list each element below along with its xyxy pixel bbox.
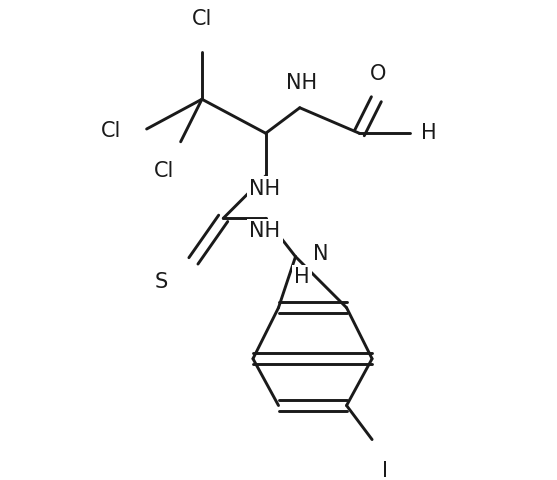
- Text: NH: NH: [250, 179, 281, 199]
- Text: Cl: Cl: [101, 121, 121, 141]
- Text: S: S: [155, 272, 168, 292]
- Text: H: H: [294, 267, 310, 287]
- Text: I: I: [382, 461, 388, 480]
- Text: H: H: [421, 123, 437, 143]
- Text: O: O: [370, 64, 387, 84]
- Text: Cl: Cl: [154, 161, 174, 181]
- Text: NH: NH: [250, 221, 281, 241]
- Text: NH: NH: [286, 73, 317, 93]
- Text: Cl: Cl: [192, 9, 212, 29]
- Text: N: N: [312, 244, 328, 264]
